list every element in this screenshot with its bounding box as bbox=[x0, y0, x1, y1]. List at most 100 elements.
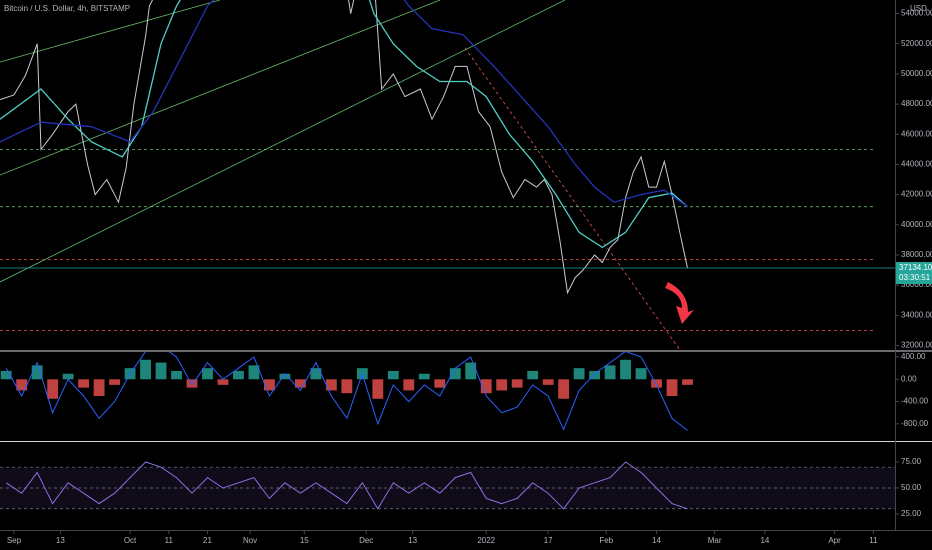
y-tick-label: 25.00 bbox=[901, 509, 922, 518]
histogram-bar bbox=[682, 379, 693, 385]
histogram-bar bbox=[264, 379, 275, 391]
series-line bbox=[0, 0, 688, 208]
histogram-bar bbox=[233, 370, 244, 380]
y-tick-label: 42000.00 bbox=[901, 190, 932, 199]
histogram-bar bbox=[341, 379, 353, 394]
pane bbox=[0, 0, 895, 331]
histogram-bar bbox=[511, 379, 523, 388]
x-tick-label: 15 bbox=[300, 536, 309, 545]
price-tag bbox=[896, 262, 932, 285]
histogram-bar bbox=[527, 370, 539, 380]
y-tick-label: 0.00 bbox=[901, 374, 917, 383]
histogram-bar bbox=[666, 379, 678, 396]
pane bbox=[0, 352, 693, 431]
x-tick-label: 14 bbox=[652, 536, 661, 545]
histogram-bar bbox=[62, 373, 74, 380]
x-tick-label: 17 bbox=[544, 536, 553, 545]
x-tick-label: Apr bbox=[828, 536, 841, 545]
histogram-bar bbox=[109, 379, 121, 385]
histogram-bar bbox=[279, 373, 291, 380]
drawings bbox=[0, 0, 694, 350]
trend-line bbox=[464, 47, 681, 350]
y-tick-label: 400.00 bbox=[901, 352, 926, 361]
series-line bbox=[0, 0, 688, 295]
histogram-bar bbox=[635, 368, 647, 380]
series-line bbox=[0, 0, 688, 249]
histogram-bar bbox=[171, 370, 182, 380]
x-tick-label: 11 bbox=[869, 536, 878, 545]
unit-label: USD bbox=[910, 4, 927, 13]
histogram-bar bbox=[31, 365, 43, 380]
price-tag-label: 37134.10 bbox=[899, 263, 932, 272]
histogram-bar bbox=[449, 368, 461, 380]
histogram-bar bbox=[186, 379, 198, 388]
y-tick-label: -400.00 bbox=[901, 397, 929, 406]
histogram-bar bbox=[294, 379, 306, 388]
channel-line bbox=[0, 0, 221, 63]
histogram-bar bbox=[573, 368, 585, 380]
histogram-bar bbox=[496, 379, 508, 391]
histogram-bar bbox=[202, 368, 213, 380]
arrow bbox=[665, 282, 694, 324]
y-tick-label: 75.00 bbox=[901, 457, 922, 466]
x-tick-label: Dec bbox=[359, 536, 373, 545]
histogram-bar bbox=[0, 370, 12, 380]
histogram-bar bbox=[78, 379, 90, 388]
channel-line bbox=[0, 0, 566, 283]
x-tick-label: 2022 bbox=[477, 536, 495, 545]
histogram-bar bbox=[387, 370, 399, 380]
histogram-bar bbox=[248, 365, 260, 380]
histogram-bar bbox=[418, 373, 430, 380]
histogram-bar bbox=[480, 379, 492, 394]
chart-title: Bitcoin / U.S. Dollar, 4h, BITSTAMP bbox=[4, 4, 130, 13]
channel-line bbox=[0, 0, 441, 176]
series-line bbox=[5, 352, 688, 431]
y-tick-label: -800.00 bbox=[901, 419, 929, 428]
histogram-bar bbox=[217, 379, 229, 385]
histogram-bar bbox=[140, 359, 151, 380]
y-tick-label: 34000.00 bbox=[901, 310, 932, 319]
x-tick-label: Oct bbox=[124, 536, 137, 545]
histogram-bar bbox=[325, 379, 337, 391]
histogram-bar bbox=[155, 362, 167, 380]
countdown-label: 03:30:51 bbox=[899, 273, 931, 282]
y-tick-label: 40000.00 bbox=[901, 220, 932, 229]
x-tick-label: 11 bbox=[165, 536, 174, 545]
histogram-bar bbox=[620, 359, 631, 380]
x-tick-label: 21 bbox=[203, 536, 212, 545]
histogram-bar bbox=[434, 379, 446, 388]
x-tick-label: Sep bbox=[7, 536, 22, 545]
histogram-bar bbox=[651, 379, 662, 388]
histogram-bar bbox=[604, 365, 616, 380]
histogram-bar bbox=[558, 379, 570, 399]
histogram-bar bbox=[310, 368, 322, 380]
histogram-bar bbox=[403, 379, 415, 391]
y-tick-label: 50000.00 bbox=[901, 69, 932, 78]
y-tick-label: 48000.00 bbox=[901, 99, 932, 108]
x-tick-label: 13 bbox=[56, 536, 65, 545]
histogram-bar bbox=[16, 379, 28, 391]
pane bbox=[0, 461, 895, 510]
y-tick-label: 52000.00 bbox=[901, 39, 932, 48]
y-tick-label: 54000.00 bbox=[901, 9, 932, 18]
histogram-bar bbox=[93, 379, 105, 396]
y-tick-label: 32000.00 bbox=[901, 341, 932, 350]
histogram-bar bbox=[372, 379, 384, 399]
histogram-bar bbox=[47, 379, 59, 399]
histogram-bar bbox=[465, 362, 477, 380]
histogram-bar bbox=[589, 370, 601, 380]
histogram-bar bbox=[542, 379, 554, 385]
x-tick-label: 13 bbox=[408, 536, 417, 545]
x-tick-label: Nov bbox=[243, 536, 257, 545]
x-tick-label: Feb bbox=[599, 536, 613, 545]
series-line bbox=[5, 461, 688, 510]
x-tick-label: 14 bbox=[760, 536, 769, 545]
y-tick-label: 46000.00 bbox=[901, 129, 932, 138]
y-tick-label: 36000.00 bbox=[901, 280, 932, 289]
y-tick-label: 38000.00 bbox=[901, 250, 932, 259]
y-tick-label: 50.00 bbox=[901, 483, 922, 492]
x-tick-label: Mar bbox=[708, 536, 722, 545]
y-tick-label: 44000.00 bbox=[901, 160, 932, 169]
